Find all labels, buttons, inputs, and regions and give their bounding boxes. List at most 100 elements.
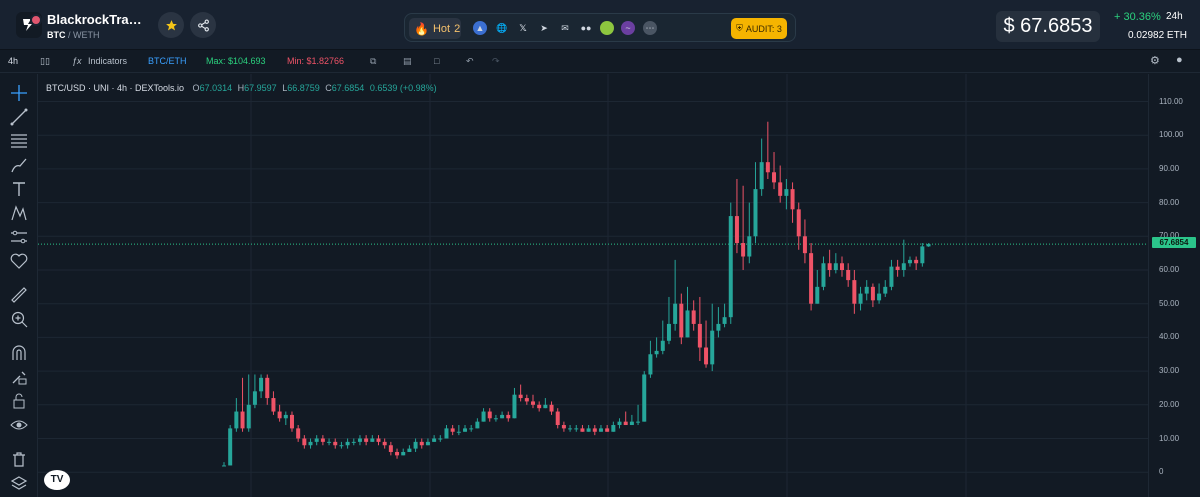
x-icon[interactable]: 𝕏: [519, 22, 527, 33]
mail-icon[interactable]: ✉: [561, 22, 569, 33]
candle-body: [642, 374, 647, 422]
candle: [796, 202, 801, 250]
price-axis[interactable]: 110.00 100.00 90.00 80.00 70.00 60.00 50.00 40.…: [1148, 74, 1200, 497]
candle: [759, 138, 764, 196]
redo-icon[interactable]: ↷: [492, 56, 500, 66]
interval-selector[interactable]: 4h: [8, 56, 19, 66]
candle-body: [234, 411, 239, 429]
token-info-bar: 🔥 Hot 2 ▲ 🌐 𝕏 ➤ ✉ ●● ~ ⋯ ⛨ AUDIT: 3: [404, 13, 796, 42]
token-badge-icon: [30, 14, 42, 26]
lock-drawing-icon[interactable]: [10, 368, 28, 386]
crosshair-icon[interactable]: [10, 84, 28, 102]
heart-icon[interactable]: [10, 252, 28, 270]
candle: [357, 435, 362, 446]
legend-open-label: O: [192, 83, 200, 93]
candle: [345, 438, 350, 449]
undo-icon[interactable]: ↶: [466, 56, 474, 66]
price-chart[interactable]: [38, 74, 1148, 497]
candle-body: [821, 263, 826, 287]
legend-open: 67.0314: [199, 83, 233, 93]
candle-body: [747, 236, 752, 257]
pattern-icon[interactable]: [10, 204, 28, 222]
candle-body: [413, 441, 418, 449]
candle-body: [654, 350, 659, 355]
telegram-icon[interactable]: ➤: [540, 22, 548, 33]
favorite-button[interactable]: [158, 12, 184, 38]
fib-retracement-icon[interactable]: [10, 132, 28, 150]
candle: [512, 387, 517, 419]
brush-icon[interactable]: [10, 156, 28, 174]
zoom-in-icon[interactable]: [10, 310, 28, 328]
candle-body: [753, 189, 758, 237]
prediction-icon[interactable]: [10, 228, 28, 246]
pair-base: BTC: [47, 30, 66, 40]
candle-body: [833, 263, 838, 270]
candle: [339, 441, 344, 449]
token-name[interactable]: BlackrockTradin…: [47, 12, 147, 27]
legend-symbol: BTC/USD · UNI · 4h · DEXTools.io: [46, 83, 185, 93]
fullscreen-icon[interactable]: ⧉: [370, 56, 377, 66]
candle-body: [438, 438, 443, 440]
pair-toggle-button[interactable]: BTC/ETH: [148, 56, 187, 66]
pair-quote: / WETH: [68, 30, 100, 40]
chart-toolbar: 4h ▯▯ ƒx Indicators BTC/ETH Max: $104.69…: [0, 51, 1200, 73]
candle-type-icon[interactable]: ▯▯: [40, 56, 50, 66]
candle-body: [611, 425, 616, 432]
audit-badge[interactable]: ⛨ AUDIT: 3: [731, 18, 787, 39]
scan-icon[interactable]: ~: [621, 21, 635, 35]
camera-icon[interactable]: ●: [1176, 54, 1183, 66]
y-tick-label: 10.00: [1159, 433, 1180, 443]
candle: [271, 391, 276, 415]
candle-body: [481, 411, 486, 422]
candle: [697, 296, 702, 361]
trash-icon[interactable]: [10, 450, 28, 468]
coinmarketcap-icon[interactable]: ▲: [473, 21, 487, 35]
globe-icon[interactable]: 🌐: [496, 22, 508, 33]
candle: [320, 435, 325, 446]
candle-body: [580, 428, 585, 432]
candle: [883, 280, 888, 297]
candle: [784, 179, 789, 210]
hot-pairs-button[interactable]: 🔥 Hot 2: [409, 18, 461, 39]
candle-body: [852, 280, 857, 304]
candle-body: [314, 438, 319, 442]
candle-body: [914, 259, 919, 264]
candle: [463, 425, 468, 432]
eye-icon[interactable]: [10, 416, 28, 434]
candle: [772, 152, 777, 190]
tradingview-logo-icon[interactable]: TV: [44, 470, 70, 490]
candle: [382, 438, 387, 449]
candle-body: [339, 445, 344, 447]
candle: [840, 256, 844, 277]
candle-body: [364, 438, 369, 442]
candle-body: [296, 428, 301, 439]
candle: [259, 374, 264, 399]
candle: [858, 286, 863, 311]
coingecko-icon[interactable]: [600, 21, 614, 35]
magnet-icon[interactable]: [10, 344, 28, 362]
candle: [636, 404, 641, 426]
volume-icon[interactable]: ▤: [403, 56, 412, 66]
trend-line-icon[interactable]: [10, 108, 28, 126]
lock-icon[interactable]: [10, 392, 28, 410]
share-button[interactable]: [190, 12, 216, 38]
y-tick-label: 50.00: [1159, 298, 1180, 308]
fire-icon: 🔥: [414, 21, 429, 36]
candle: [500, 411, 505, 419]
candle: [926, 243, 931, 247]
compare-icon[interactable]: □: [434, 56, 440, 66]
candle-body: [734, 216, 739, 244]
settings-icon[interactable]: ⚙: [1150, 55, 1160, 67]
indicators-button[interactable]: ƒx Indicators: [72, 56, 127, 66]
candle-body: [722, 317, 727, 324]
candle: [895, 259, 900, 277]
ruler-icon[interactable]: [10, 286, 28, 304]
star-icon: [165, 19, 177, 30]
text-icon[interactable]: [10, 180, 28, 198]
layers-icon[interactable]: [10, 474, 28, 492]
candle: [747, 202, 752, 264]
more-icon[interactable]: ⋯: [643, 21, 657, 35]
candle-body: [456, 431, 461, 433]
candle: [283, 411, 288, 426]
medium-icon[interactable]: ●●: [580, 23, 592, 33]
